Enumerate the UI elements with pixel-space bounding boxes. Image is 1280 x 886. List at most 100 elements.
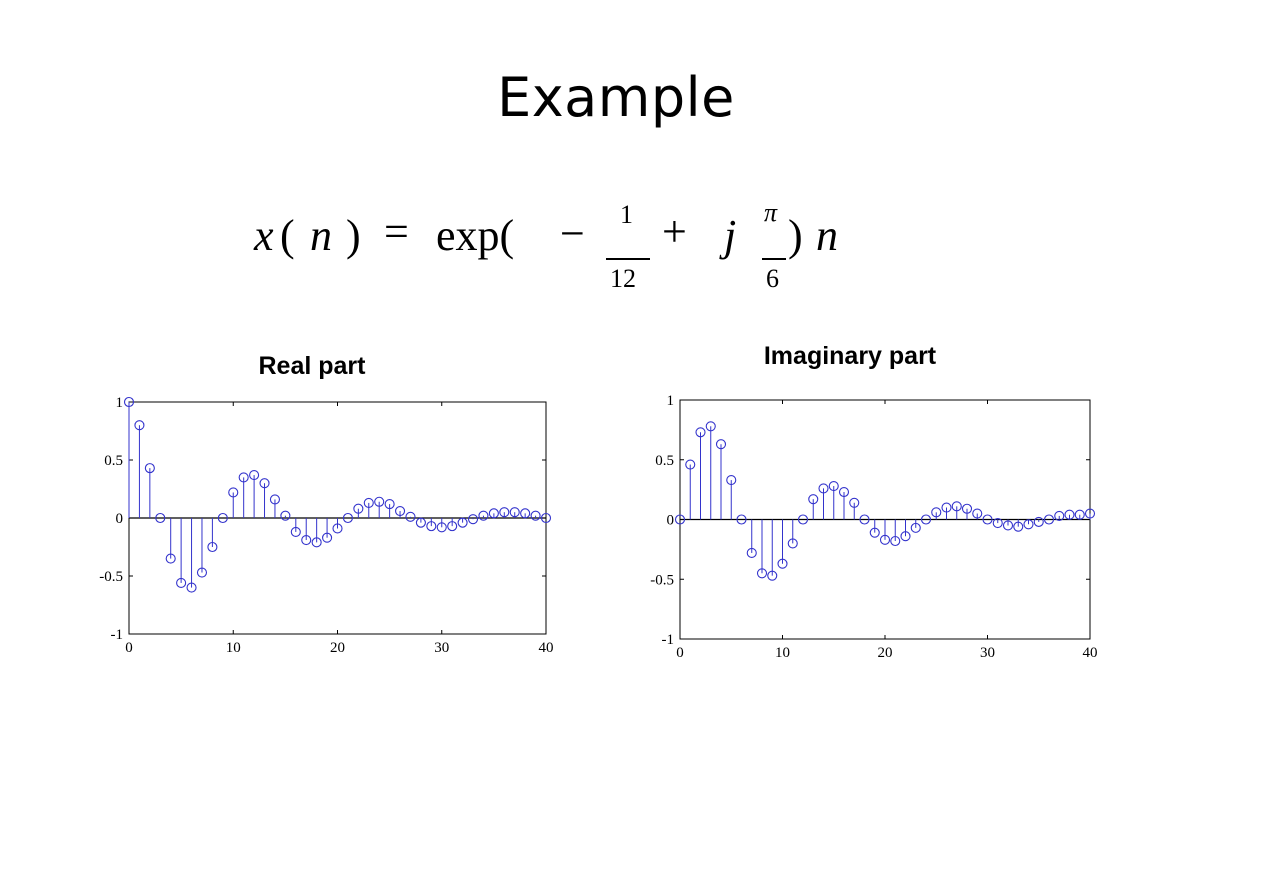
x-tick-label: 20 [330,640,345,656]
formula-frac2-num: π [764,198,778,227]
stem-marker [426,521,437,532]
stem-marker [384,499,395,510]
y-tick-label: -1 [662,632,675,648]
stem-marker [478,510,489,521]
x-tick-label: 0 [676,645,684,661]
stem-marker [134,420,145,431]
stem-marker [1064,509,1075,520]
stem-marker [207,541,218,553]
formula-frac1-bar [606,258,650,260]
stem-marker [746,547,757,559]
x-tick-label: 40 [539,640,554,656]
y-tick-label: 1 [667,393,675,409]
stem-marker [961,503,973,514]
stem-marker [797,514,809,525]
stem-marker [290,526,301,537]
stem-marker [1023,519,1034,530]
formula-plus: + [662,207,687,256]
formula-equals: = [384,207,409,256]
stem-marker [144,463,155,474]
stem-marker [787,538,798,549]
stem-marker [342,512,353,524]
x-tick-label: 30 [980,645,995,661]
formula-frac2-den: 6 [766,264,779,293]
y-tick-label: 1 [116,395,124,411]
y-tick-label: -0.5 [650,572,674,588]
y-tick-label: -0.5 [99,569,123,585]
stem-marker [951,501,962,512]
stem-marker [910,522,921,533]
stem-marker [259,478,270,489]
stem-marker [1074,509,1085,520]
formula-close-paren: ) [788,211,803,260]
formula-rparen: ) [346,211,361,260]
stem-marker [736,514,747,525]
stem-marker [228,487,239,498]
stem-marker [499,507,510,518]
formula-exp: exp( [436,211,515,260]
stem-marker [705,421,716,432]
stem-marker [777,558,788,569]
stem-marker [767,570,778,581]
stem-marker [415,517,426,528]
formula-n: n [310,211,332,260]
stem-marker [353,503,364,514]
x-tick-label: 10 [226,640,241,656]
stem-marker [1084,508,1096,519]
chart-title-real: Real part [258,352,366,380]
stem-marker [890,535,901,547]
stem-marker [808,494,819,505]
formula-minus: − [560,209,585,258]
stem-marker [447,521,458,532]
stem-marker [920,514,932,525]
y-tick-label: 0.5 [655,453,674,469]
stem-marker [1013,521,1024,532]
formula-frac1-den: 12 [610,264,636,293]
stem-marker [186,582,197,593]
stem-marker [726,475,737,486]
stem-marker [176,577,187,589]
stem-marker [196,567,208,578]
stem-marker [436,522,447,533]
stem-marker [756,568,768,579]
stem-marker [992,518,1003,529]
stem-marker [280,510,291,521]
stem-marker [238,472,249,483]
stem-marker [818,483,829,494]
x-tick-label: 40 [1083,645,1098,661]
stem-marker [405,511,416,522]
stem-marker [332,523,343,534]
stem-marker [467,514,479,525]
x-tick-label: 0 [125,640,133,656]
stem-marker [1043,514,1055,525]
formula-frac1-num: 1 [620,200,633,229]
stem-marker [715,439,727,450]
stem-marker [695,427,706,438]
formula: x ( n ) = exp( − 1 12 + j π 6 ) n [254,190,874,310]
stem-marker [311,537,322,548]
stem-marker [838,486,850,498]
x-tick-label: 10 [775,645,790,661]
stem-marker [301,534,312,546]
stem-marker [249,470,260,481]
stem-marker [828,480,839,492]
y-tick-label: 0.5 [104,453,123,469]
x-tick-label: 30 [434,640,449,656]
formula-n-exponent: n [816,211,838,260]
stem-marker [123,396,135,408]
stem-marker [941,502,952,513]
stem-marker [394,505,406,517]
y-tick-label: 0 [116,511,124,527]
stem-marker [685,459,696,470]
stem-marker [155,512,166,524]
stem-marker [520,508,531,519]
stem-marker [363,497,374,508]
stem-marker [931,507,942,518]
stem-marker [982,514,993,525]
slide-title: Example [497,66,735,129]
stem-marker [859,514,870,525]
stem-marker [374,496,385,507]
stem-marker [900,531,911,542]
